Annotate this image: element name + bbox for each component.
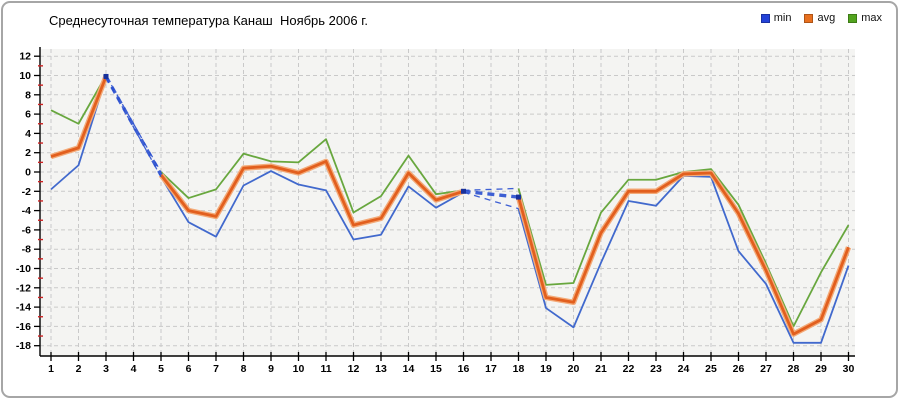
y-tick-label: -8	[22, 244, 31, 256]
max-series-swatch-icon	[848, 13, 858, 23]
y-tick-label: -6	[22, 224, 31, 236]
x-tick-label: 24	[678, 363, 690, 375]
avg-line	[517, 171, 850, 336]
x-tick-label: 9	[268, 363, 274, 375]
y-tick-label: 6	[25, 109, 31, 121]
data-point-marker	[461, 188, 466, 194]
max-line	[160, 138, 464, 214]
x-tick-label: 1	[48, 363, 54, 375]
max-line	[50, 75, 107, 125]
legend-item-max: max	[848, 12, 882, 24]
x-tick-label: 29	[815, 363, 827, 375]
x-tick-label: 4	[131, 363, 137, 375]
missing-data-bridge-min	[463, 191, 519, 210]
x-tick-label: 3	[103, 363, 109, 375]
y-tick-label: -14	[16, 302, 31, 314]
x-tick-label: 18	[513, 363, 525, 375]
missing-data-bridge-max	[463, 187, 519, 191]
y-tick-label: -2	[22, 186, 31, 198]
chart-title: Среднесуточная температура Канаш Ноябрь …	[49, 13, 368, 28]
y-tick-label: -16	[16, 321, 31, 333]
x-tick-label: 8	[241, 363, 247, 375]
x-tick-label: 26	[733, 363, 745, 375]
y-tick-label: -10	[16, 263, 31, 275]
x-tick-label: 11	[320, 363, 331, 375]
x-tick-label: 6	[186, 363, 192, 375]
legend-item-avg: avg	[804, 12, 835, 24]
y-tick-label: 10	[19, 70, 31, 82]
y-tick-label: -4	[22, 205, 31, 217]
x-tick-label: 14	[403, 363, 415, 375]
y-tick-label: 12	[19, 51, 31, 63]
x-tick-label: 22	[623, 363, 635, 375]
missing-data-bridge-avg	[104, 75, 163, 176]
x-tick-label: 17	[485, 363, 497, 375]
y-tick-label: -12	[16, 282, 31, 294]
x-tick-label: 5	[158, 363, 164, 375]
x-tick-label: 19	[540, 363, 552, 375]
y-tick-label: 4	[25, 128, 31, 140]
min-series-swatch-icon	[760, 13, 770, 23]
avg-line	[159, 159, 464, 227]
y-tick-label: -18	[16, 340, 31, 352]
x-tick-label: 23	[650, 363, 662, 375]
x-tick-label: 27	[760, 363, 772, 375]
missing-data-bridge-min	[105, 77, 162, 178]
x-tick-label: 25	[705, 363, 717, 375]
x-tick-label: 30	[843, 363, 855, 375]
legend: min avg max	[760, 12, 882, 24]
x-tick-label: 7	[213, 363, 219, 375]
y-tick-label: 0	[25, 167, 31, 179]
x-tick-label: 12	[348, 363, 360, 375]
x-tick-label: 10	[293, 363, 305, 375]
data-point-marker	[103, 73, 109, 79]
legend-label-max: max	[861, 12, 882, 24]
legend-label-avg: avg	[817, 12, 836, 24]
x-tick-label: 28	[788, 363, 800, 375]
x-tick-label: 16	[458, 363, 470, 375]
x-tick-label: 2	[76, 363, 82, 375]
x-tick-label: 15	[430, 363, 442, 375]
y-tick-label: 2	[25, 147, 31, 159]
x-tick-label: 13	[375, 363, 387, 375]
legend-label-min: min	[773, 12, 792, 24]
data-point-marker	[516, 194, 521, 200]
x-tick-label: 20	[568, 363, 580, 375]
min-line	[160, 170, 464, 241]
avg-series-swatch-icon	[804, 13, 814, 23]
y-tick-label: 8	[25, 89, 31, 101]
missing-data-bridge-avg	[463, 189, 519, 199]
x-tick-label: 21	[595, 363, 607, 375]
avg-line	[50, 75, 108, 158]
legend-item-min: min	[760, 12, 792, 24]
